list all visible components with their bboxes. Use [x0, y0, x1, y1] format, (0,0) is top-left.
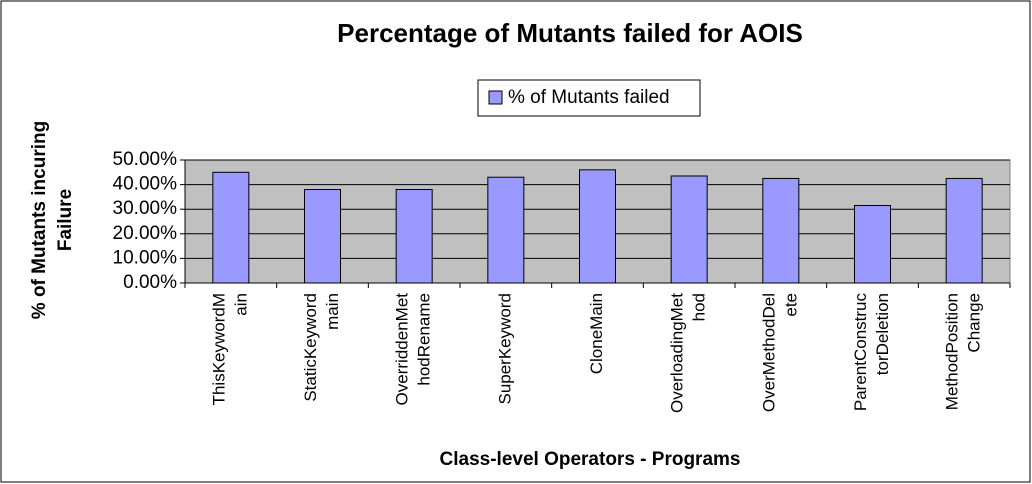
x-tick-label: CloneMain	[587, 293, 606, 374]
y-tick-label: 40.00%	[113, 174, 178, 195]
x-tick-label-line: CloneMain	[587, 293, 606, 374]
y-tick-label: 30.00%	[113, 198, 178, 219]
x-tick-label: OverMethodDel ete	[759, 293, 800, 412]
x-tick-label-line: ParentConstruc	[851, 293, 870, 412]
x-tick-label-line: ThisKeywordM	[209, 293, 228, 405]
x-tick-label: ThisKeywordM ain	[209, 293, 250, 405]
x-tick-label-line: OverriddenMet	[393, 293, 412, 406]
x-tick-label-line: torDeletion	[873, 293, 892, 375]
x-tick-label-line: hod	[690, 293, 709, 321]
x-tick-label-line: OverMethodDel	[759, 293, 778, 412]
x-tick-label-line: main	[323, 293, 342, 330]
bar	[670, 175, 708, 284]
y-tick-label: 10.00%	[113, 247, 178, 268]
bar	[212, 171, 250, 284]
x-tick-label-line: Change	[965, 293, 984, 353]
legend-label: % of Mutants failed	[508, 87, 670, 108]
y-tick-label: 20.00%	[113, 223, 178, 244]
x-tick-label: StaticKeyword main	[301, 293, 342, 402]
y-axis-label-line: Failure	[55, 189, 76, 251]
chart-title: Percentage of Mutants failed for AOIS	[337, 18, 803, 48]
bar	[762, 177, 800, 284]
x-tick-label-line: hodRename	[415, 293, 434, 386]
x-tick-label-line: MethodPosition	[943, 293, 962, 410]
bar	[945, 177, 983, 284]
y-axis-label-line: % of Mutants incuring	[29, 121, 50, 319]
x-tick-label-line: ete	[781, 293, 800, 317]
x-tick-label: OverloadingMet hod	[668, 293, 709, 413]
x-tick-label: ParentConstruc torDeletion	[851, 293, 892, 412]
y-axis-label: % of Mutants incuring Failure	[29, 121, 76, 319]
bar	[395, 189, 433, 284]
legend	[477, 79, 701, 117]
bar	[304, 189, 341, 284]
x-tick-label: MethodPosition Change	[943, 293, 984, 410]
x-tick-label: SuperKeyword	[495, 293, 514, 405]
bar	[579, 169, 616, 284]
x-tick-label: OverriddenMet hodRename	[393, 293, 434, 406]
x-tick-label-line: SuperKeyword	[495, 293, 514, 405]
x-tick-label-line: OverloadingMet	[668, 293, 687, 413]
x-axis-label: Class-level Operators - Programs	[440, 449, 741, 470]
legend-swatch	[488, 90, 503, 105]
x-tick-label-line: ain	[231, 293, 250, 316]
bar	[487, 176, 525, 284]
bar	[854, 205, 891, 284]
y-tick-label: 50.00%	[113, 149, 178, 170]
x-tick-label-line: StaticKeyword	[301, 293, 320, 402]
y-tick-label: 0.00%	[123, 272, 177, 293]
